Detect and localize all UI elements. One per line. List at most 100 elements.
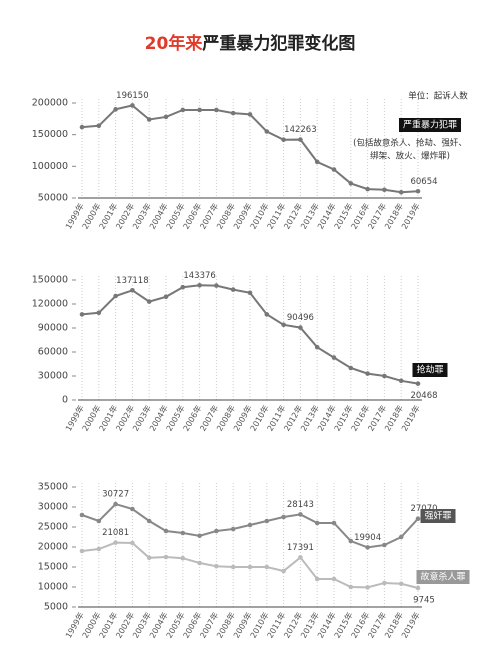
data-point — [180, 284, 186, 290]
data-point — [247, 112, 253, 117]
data-point — [398, 581, 404, 587]
data-point — [197, 282, 202, 288]
data-point — [348, 538, 354, 544]
value-label: 9745 — [413, 596, 435, 606]
data-point — [314, 576, 320, 582]
y-tick-label: 0 — [62, 395, 68, 406]
series-label-box — [420, 509, 456, 523]
data-point — [79, 312, 85, 317]
y-tick-label: 5000 — [44, 602, 68, 613]
data-point — [163, 554, 169, 560]
title-highlight: 20年来 — [145, 33, 204, 54]
data-point — [197, 560, 202, 566]
data-point — [214, 528, 219, 534]
y-tick-label: 60000 — [38, 347, 68, 358]
data-point — [415, 381, 421, 386]
value-label: 28143 — [287, 500, 314, 510]
data-point — [247, 522, 253, 528]
data-point — [96, 123, 102, 129]
series-label-box — [398, 118, 462, 132]
value-label: 137118 — [116, 276, 148, 286]
data-point — [146, 117, 152, 122]
data-point — [281, 322, 286, 328]
data-point — [314, 159, 320, 165]
data-point — [130, 540, 135, 546]
data-point — [415, 188, 421, 194]
series-label: 严重暴力犯罪 — [403, 119, 457, 131]
data-point — [230, 287, 236, 292]
data-point — [230, 564, 236, 570]
series-label-box — [412, 363, 448, 377]
series-line — [81, 104, 419, 194]
data-point — [298, 137, 303, 142]
y-tick-label: 10000 — [38, 582, 68, 593]
y-tick-label: 120000 — [32, 299, 68, 310]
data-point — [180, 530, 186, 536]
data-point — [113, 540, 118, 545]
data-point — [96, 310, 102, 316]
series-label: 故意杀人罪 — [420, 571, 465, 583]
y-tick-label: 150000 — [32, 275, 68, 286]
data-point — [398, 378, 404, 384]
data-point — [314, 344, 320, 350]
data-point — [163, 528, 169, 534]
data-point — [382, 542, 387, 548]
data-point — [382, 373, 387, 379]
data-point — [298, 325, 303, 330]
data-point — [331, 520, 337, 526]
data-point — [79, 512, 85, 518]
annotation: (包括故意杀人、抢劫、强奸、 — [353, 138, 467, 149]
y-tick-label: 35000 — [38, 482, 68, 493]
data-point — [298, 555, 303, 560]
value-label: 21081 — [102, 528, 129, 538]
data-point — [79, 124, 85, 130]
data-point — [247, 564, 253, 570]
y-tick-label: 100000 — [32, 161, 68, 172]
data-point — [382, 187, 387, 193]
data-point — [298, 512, 303, 517]
data-point — [247, 290, 253, 296]
value-label: 20468 — [410, 391, 437, 401]
y-tick-label: 150000 — [32, 129, 68, 140]
data-point — [331, 355, 337, 360]
data-point — [146, 518, 152, 524]
data-point — [365, 371, 370, 376]
data-point — [113, 293, 118, 299]
y-tick-label: 30000 — [38, 371, 68, 382]
series-label: 抢劫罪 — [416, 364, 443, 376]
data-point — [180, 107, 186, 113]
series-label-box — [416, 570, 470, 584]
data-point — [348, 365, 354, 371]
y-tick-label: 90000 — [38, 323, 68, 334]
value-label: 60654 — [410, 177, 437, 187]
data-point — [79, 548, 85, 554]
value-label: 30727 — [102, 490, 129, 500]
y-tick-label: 50000 — [38, 193, 68, 204]
series-label: 强奸罪 — [424, 510, 451, 522]
data-point — [365, 585, 370, 590]
data-point — [180, 555, 186, 561]
data-point — [281, 137, 286, 143]
value-label: 143376 — [183, 271, 215, 281]
data-point — [113, 107, 118, 112]
data-point — [398, 190, 404, 195]
y-tick-label: 25000 — [38, 522, 68, 533]
data-point — [415, 585, 421, 591]
value-label: 90496 — [287, 313, 314, 323]
data-point — [348, 181, 354, 186]
value-label: 196150 — [116, 91, 148, 101]
data-point — [264, 564, 270, 570]
data-point — [214, 107, 219, 113]
data-point — [382, 580, 387, 586]
y-tick-label: 200000 — [32, 98, 68, 109]
data-point — [163, 114, 169, 120]
data-point — [398, 534, 404, 540]
data-point — [365, 186, 370, 192]
y-tick-label: 20000 — [38, 542, 68, 553]
data-point — [264, 518, 270, 524]
data-point — [281, 514, 286, 520]
value-label: 142263 — [284, 125, 316, 135]
data-point — [331, 167, 337, 172]
data-point — [197, 107, 202, 113]
